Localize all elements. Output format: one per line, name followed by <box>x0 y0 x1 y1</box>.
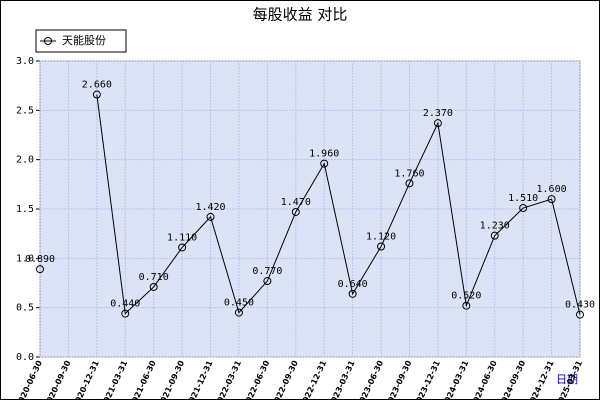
point <box>547 195 556 204</box>
point <box>121 309 130 318</box>
data-label: 0.520 <box>451 291 481 302</box>
legend-marker <box>44 37 52 45</box>
data-label: 1.230 <box>480 221 510 232</box>
point <box>291 207 300 216</box>
data-label: 1.510 <box>508 193 538 204</box>
data-label: 1.960 <box>309 149 339 160</box>
y-tick-label: 1.5 <box>16 204 34 215</box>
x-axis-label: 日期 <box>556 373 578 386</box>
point <box>320 159 329 168</box>
point <box>576 310 584 319</box>
legend-box <box>35 29 127 53</box>
point <box>206 212 215 221</box>
point <box>405 179 414 188</box>
point <box>263 277 272 286</box>
data-label: 1.420 <box>195 202 225 213</box>
data-label: 0.450 <box>224 298 254 309</box>
data-label: 0.440 <box>110 299 140 310</box>
data-label: 0.890 <box>25 254 55 265</box>
series-line <box>96 94 581 315</box>
data-label: 1.600 <box>537 184 567 195</box>
data-label: 0.640 <box>338 279 368 290</box>
y-tick-label: 2.5 <box>16 105 34 116</box>
y-tick-label: 3.0 <box>16 56 34 67</box>
point <box>36 265 44 274</box>
y-tick-label: 0.5 <box>16 303 34 314</box>
point <box>178 243 187 252</box>
point <box>92 90 101 99</box>
data-label: 1.760 <box>394 168 424 179</box>
point <box>462 301 471 310</box>
data-label: 0.770 <box>252 266 282 277</box>
y-tick-label: 2.0 <box>16 155 34 166</box>
point <box>234 308 243 317</box>
legend: 天能股份 <box>35 29 127 53</box>
point <box>348 289 357 298</box>
point <box>377 242 386 251</box>
point <box>519 204 528 213</box>
data-label: 1.120 <box>366 231 396 242</box>
point <box>433 119 442 128</box>
point <box>149 282 158 291</box>
chart-title: 每股收益 对比 <box>253 6 348 24</box>
y-tick-label: 1.0 <box>16 253 34 264</box>
data-label: 0.710 <box>139 272 169 283</box>
data-label: 2.660 <box>82 80 112 91</box>
data-label: 0.430 <box>565 300 595 311</box>
point <box>490 231 499 240</box>
data-label: 1.110 <box>167 232 197 243</box>
data-label: 1.470 <box>281 197 311 208</box>
data-label: 2.370 <box>423 108 453 119</box>
legend-label: 天能股份 <box>62 33 106 47</box>
y-tick-label: 0.0 <box>16 352 34 363</box>
